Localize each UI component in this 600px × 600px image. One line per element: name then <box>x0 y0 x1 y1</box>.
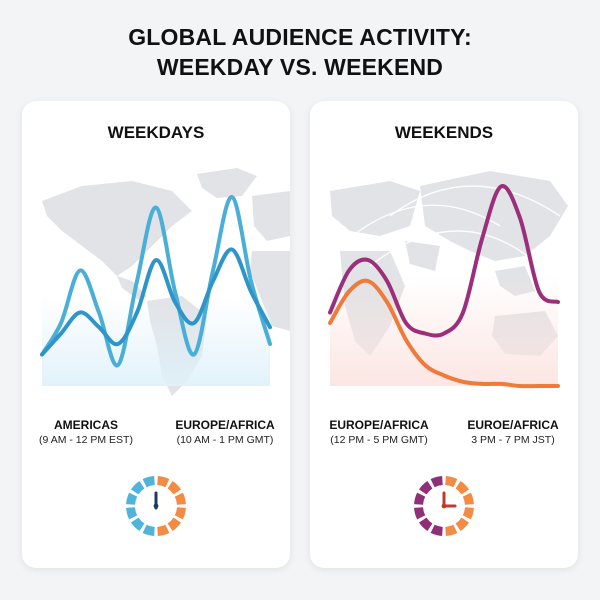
region-name: EUROPE/AFRICA <box>329 418 429 432</box>
clock-segment <box>455 517 470 532</box>
weekdays-area-fade <box>42 296 270 386</box>
weekdays-panel: WEEKDAYS AMERICAS (9 AM - 12 PM EST) EUR… <box>22 101 290 568</box>
region-hours: (9 AM - 12 PM EST) <box>39 434 133 446</box>
clock-icon <box>126 476 186 536</box>
page-title: GLOBAL AUDIENCE ACTIVITY: WEEKDAY VS. WE… <box>0 22 600 82</box>
series-line-2 <box>328 278 560 389</box>
region-name: EUROPE/AFRICA <box>175 418 275 432</box>
weekends-label-europe-africa: EUROPE/AFRICA (12 PM - 5 PM GMT) <box>324 418 434 448</box>
weekends-label-euroe-africa: EUROE/AFRICA 3 PM - 7 PM JST) <box>458 418 568 448</box>
weekdays-title: WEEKDAYS <box>107 123 205 142</box>
clock-segment <box>462 507 474 520</box>
clock-segment <box>142 524 155 536</box>
clock-center <box>153 503 159 509</box>
arc <box>389 185 561 217</box>
clock-segment <box>455 480 470 495</box>
connection-arcs <box>339 185 561 267</box>
weekends-area-fade <box>330 276 558 386</box>
clock-segments <box>126 476 186 536</box>
clock-segment <box>174 507 186 520</box>
map-central-america <box>117 276 147 301</box>
clock-segment <box>414 492 426 505</box>
region-hours: (12 PM - 5 PM GMT) <box>330 434 428 446</box>
series-line-2 <box>40 247 272 357</box>
clock-segment <box>462 492 474 505</box>
map-europe <box>330 181 420 236</box>
arc <box>339 204 501 247</box>
page-title-line-2: WEEKDAY VS. WEEKEND <box>156 54 444 80</box>
region-name: AMERICAS <box>53 418 118 432</box>
clock-segment <box>126 492 138 505</box>
clock-segment <box>167 480 182 495</box>
clock-segment <box>174 492 186 505</box>
region-name: EUROE/AFRICA <box>467 418 559 432</box>
clock-segment <box>167 517 182 532</box>
weekends-title: WEEKENDS <box>394 123 494 142</box>
map-asia <box>420 171 568 261</box>
clock-segment <box>157 524 170 536</box>
arc <box>369 230 541 267</box>
clock-segment <box>445 476 458 488</box>
weekends-chart <box>328 171 568 389</box>
series-line-1 <box>40 194 272 368</box>
map-europe <box>252 191 290 241</box>
weekends-panel: WEEKENDS EUROPE/AFRICA (12 PM - 5 PM GMT… <box>310 101 578 568</box>
series-line-1 <box>328 184 560 338</box>
clock-segments <box>414 476 474 536</box>
map-africa <box>250 251 290 331</box>
clock-segment <box>445 524 458 536</box>
weekdays-label-europe-africa: EUROPE/AFRICA (10 AM - 1 PM GMT) <box>170 418 280 448</box>
clock-center <box>441 503 447 509</box>
clock-segment <box>130 517 145 532</box>
region-hours: (10 AM - 1 PM GMT) <box>176 434 274 446</box>
clock-segment <box>430 524 443 536</box>
weekdays-label-americas: AMERICAS (9 AM - 12 PM EST) <box>36 418 136 448</box>
clock-segment <box>157 476 170 488</box>
clock-segment <box>430 476 443 488</box>
weekdays-chart <box>40 168 290 396</box>
clock-segment <box>414 507 426 520</box>
map-middle-east <box>405 241 440 271</box>
region-hours: 3 PM - 7 PM JST) <box>471 434 555 446</box>
clock-icon <box>414 476 474 536</box>
clock-segment <box>130 480 145 495</box>
page-title-line-1: GLOBAL AUDIENCE ACTIVITY: <box>128 24 472 50</box>
clock-segment <box>126 507 138 520</box>
clock-segment <box>142 476 155 488</box>
clock-segment <box>418 517 433 532</box>
map-greenland <box>197 168 257 198</box>
clock-segment <box>418 480 433 495</box>
map-north-america <box>42 181 192 276</box>
